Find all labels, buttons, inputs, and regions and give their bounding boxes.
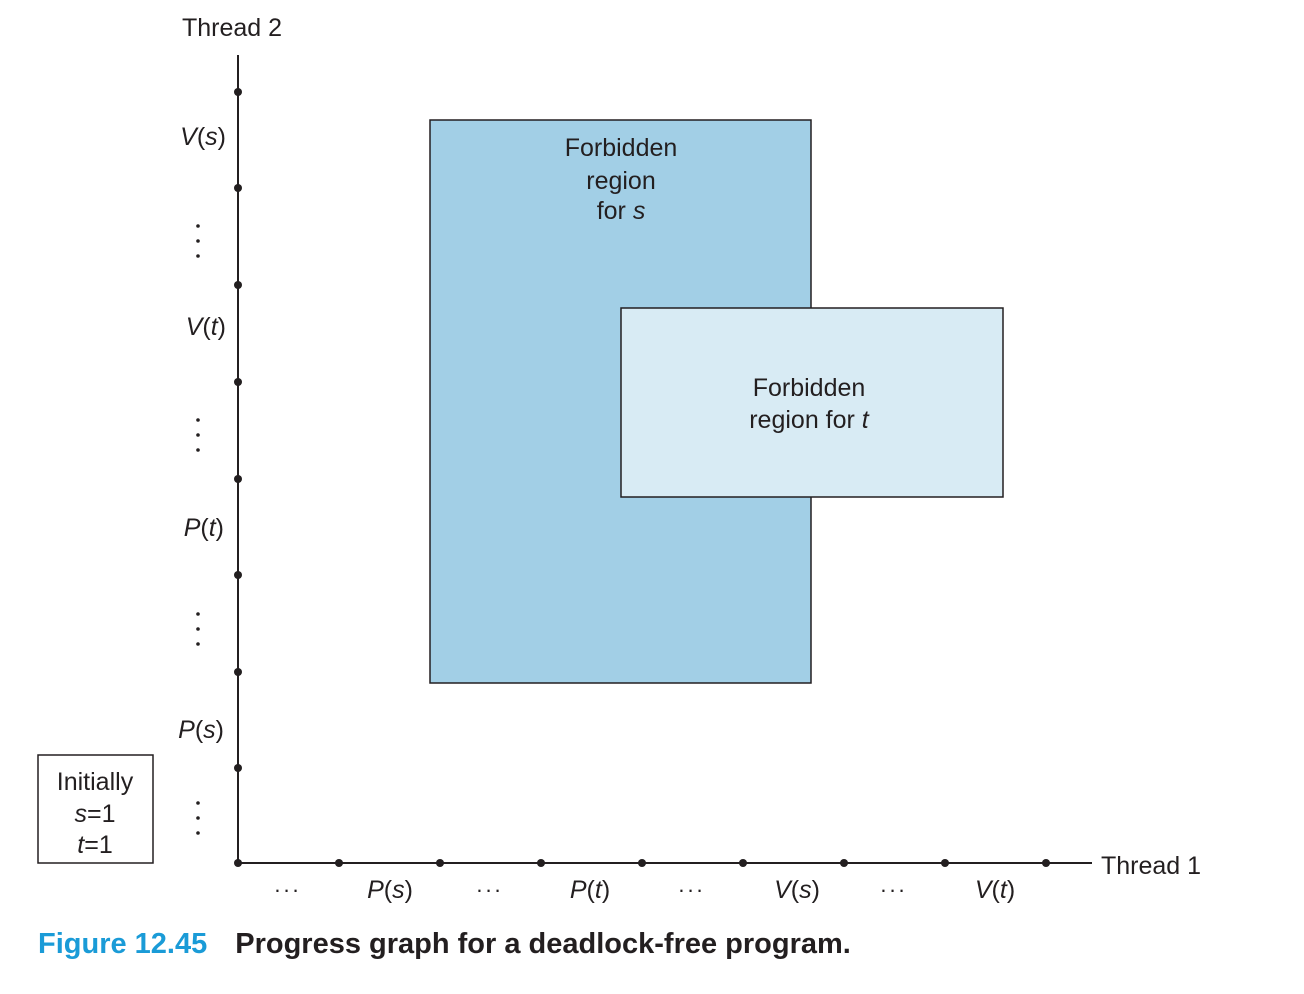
- initial-state-box: [37, 754, 154, 864]
- y-tick: [234, 281, 242, 289]
- y-ellipsis-upper: [196, 224, 200, 258]
- x-ellipsis-2: ...: [476, 872, 503, 897]
- x-axis-ticks: [234, 859, 1050, 867]
- region-t-label-line2: region for t: [749, 406, 870, 434]
- region-t-label-line1: Forbidden: [753, 374, 866, 402]
- y-tick: [234, 764, 242, 772]
- y-tick: [234, 378, 242, 386]
- region-s-label-prefix: for: [597, 197, 633, 225]
- y-label-p-t: P(t): [184, 514, 224, 542]
- region-s-label-line1: Forbidden: [565, 134, 678, 162]
- initial-state-title: Initially: [57, 768, 134, 796]
- y-ellipsis-lower: [196, 612, 200, 646]
- x-ellipsis-1: ...: [274, 872, 301, 897]
- forbidden-region-t: [620, 307, 1004, 498]
- y-tick: [234, 571, 242, 579]
- x-label-v-t: V(t): [975, 876, 1015, 904]
- x-axis-title: Thread 1: [1101, 852, 1201, 880]
- x-tick: [1042, 859, 1050, 867]
- y-axis-ticks: [234, 88, 242, 772]
- y-label-v-s: V(s): [180, 123, 226, 151]
- initial-s-value: s=1: [74, 800, 115, 828]
- x-label-p-s: P(s): [367, 876, 413, 904]
- x-tick: [638, 859, 646, 867]
- y-tick: [234, 668, 242, 676]
- x-label-p-t: P(t): [570, 876, 610, 904]
- initial-t-value: t=1: [77, 831, 112, 859]
- x-tick: [739, 859, 747, 867]
- x-tick: [436, 859, 444, 867]
- x-label-v-s: V(s): [774, 876, 820, 904]
- x-tick: [234, 859, 242, 867]
- region-s-label-line2: region: [586, 167, 656, 195]
- y-label-p-s: P(s): [178, 716, 224, 744]
- y-tick: [234, 184, 242, 192]
- figure-number: Figure 12.45: [38, 928, 208, 960]
- y-tick: [234, 475, 242, 483]
- region-s-label-var: s: [633, 197, 646, 225]
- region-t-label-prefix: region for: [749, 406, 862, 434]
- y-label-v-t: V(t): [186, 313, 226, 341]
- x-tick: [537, 859, 545, 867]
- region-t-label-var: t: [862, 406, 870, 434]
- x-tick: [840, 859, 848, 867]
- figure-title: Progress graph for a deadlock-free progr…: [235, 928, 851, 960]
- region-s-label-line3: for s: [597, 197, 646, 225]
- x-tick: [335, 859, 343, 867]
- y-tick: [234, 88, 242, 96]
- x-ellipsis-4: ...: [880, 872, 907, 897]
- x-tick: [941, 859, 949, 867]
- y-ellipsis-bottom: [196, 801, 200, 835]
- x-ellipsis-3: ...: [678, 872, 705, 897]
- y-ellipsis-middle: [196, 418, 200, 452]
- y-axis-title: Thread 2: [182, 14, 282, 42]
- figure-caption: Figure 12.45 Progress graph for a deadloc…: [38, 928, 851, 961]
